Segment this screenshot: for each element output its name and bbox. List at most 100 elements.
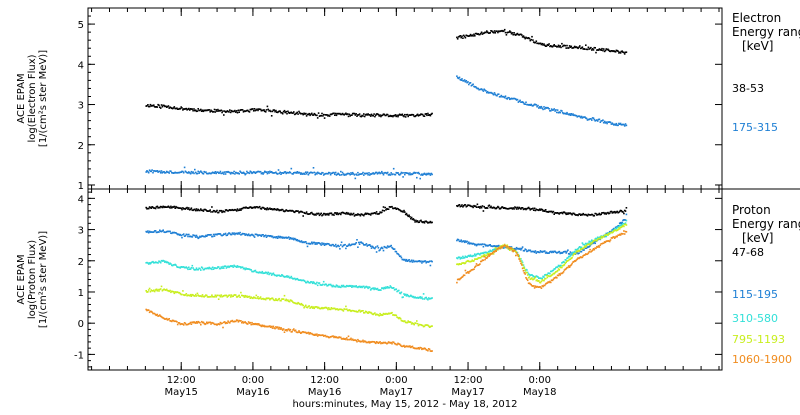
proton-point-4: [200, 323, 202, 326]
proton-point-4: [346, 338, 349, 341]
proton-point-3: [328, 307, 330, 309]
proton-point-3: [398, 317, 400, 320]
electron-point-0: [328, 114, 330, 117]
electron-point-0: [173, 106, 176, 108]
electron-point-0: [582, 48, 584, 50]
proton-point-2: [319, 284, 322, 286]
electron-point-1: [292, 173, 294, 175]
x-tick-date-4: May17: [451, 387, 484, 398]
proton-point-1: [303, 241, 305, 244]
proton-point-1: [329, 244, 332, 247]
proton-point-4: [292, 329, 294, 331]
proton-point-2: [567, 255, 570, 258]
proton-point-3: [330, 307, 333, 309]
proton-point-2: [351, 286, 353, 288]
proton-point-0: [429, 220, 432, 223]
proton-point-3: [169, 289, 171, 292]
proton-point-2: [361, 286, 363, 289]
electron-point-1: [151, 169, 153, 171]
electron-point-1: [386, 171, 389, 174]
electron-point-1: [550, 110, 552, 112]
electron-point-1: [499, 95, 502, 98]
proton-point-0: [460, 205, 462, 207]
proton-point-3: [380, 314, 382, 317]
proton-point-4: [615, 235, 618, 237]
proton-point-1: [214, 233, 217, 236]
proton-point-4: [355, 339, 357, 342]
proton-point-0: [553, 213, 555, 215]
proton-point-3: [522, 266, 525, 269]
proton-point-1: [181, 236, 183, 239]
electron-ylabel-line-2: [1/(cm²s ster MeV)]: [38, 50, 49, 147]
proton-point-4: [595, 247, 597, 250]
proton-point-2: [485, 251, 487, 253]
proton-point-0: [321, 214, 323, 217]
proton-point-2: [195, 267, 198, 269]
electron-point-0: [526, 37, 528, 39]
proton-point-3: [381, 314, 384, 316]
electron-point-0: [171, 107, 174, 110]
electron-point-1: [305, 171, 307, 173]
proton-point-0: [356, 214, 358, 216]
proton-ytick-label-2: 1: [78, 288, 84, 299]
electron-point-1: [267, 171, 269, 173]
electron-point-0: [398, 114, 400, 116]
proton-point-1: [583, 249, 585, 251]
proton-point-3: [211, 295, 214, 298]
electron-point-0: [400, 114, 403, 116]
proton-point-4: [171, 319, 174, 322]
electron-point-0: [167, 105, 170, 107]
proton-point-0: [309, 213, 311, 215]
proton-point-3: [420, 324, 422, 326]
proton-point-1: [369, 244, 371, 246]
proton-point-3: [585, 246, 587, 248]
proton-point-4: [367, 341, 369, 344]
proton-point-3: [270, 298, 272, 300]
electron-point-0: [297, 113, 299, 115]
electron-point-0: [512, 33, 514, 36]
proton-point-2: [386, 287, 388, 289]
electron-point-1: [539, 107, 542, 109]
proton-point-2: [481, 252, 484, 254]
proton-point-3: [566, 260, 568, 262]
electron-point-1: [554, 110, 556, 112]
electron-point-1: [619, 122, 622, 125]
proton-point-3: [303, 306, 305, 309]
electron-point-0: [488, 32, 491, 34]
proton-point-0: [483, 205, 485, 208]
proton-point-1: [488, 244, 491, 246]
proton-point-4: [344, 337, 346, 340]
proton-point-1: [540, 250, 543, 253]
electron-point-1: [339, 174, 341, 176]
proton-point-0: [326, 213, 328, 216]
electron-point-1: [604, 122, 607, 124]
electron-point-0: [238, 111, 240, 113]
electron-point-1: [305, 172, 308, 175]
proton-point-2: [270, 272, 272, 275]
proton-point-3: [583, 246, 585, 249]
electron-point-1: [244, 173, 246, 176]
proton-point-4: [466, 271, 468, 274]
electron-point-1: [593, 118, 596, 121]
proton-point-1: [554, 250, 556, 253]
proton-point-1: [386, 245, 389, 247]
proton-point-4: [480, 260, 483, 263]
proton-point-4: [574, 260, 577, 262]
electron-point-1: [618, 123, 621, 125]
proton-point-0: [420, 219, 422, 222]
proton-point-0: [306, 213, 309, 215]
proton-point-2: [331, 285, 334, 288]
proton-point-1: [400, 256, 403, 259]
proton-point-1: [203, 235, 205, 238]
electron-point-1: [553, 108, 555, 110]
proton-point-3: [519, 257, 521, 260]
proton-point-1: [206, 235, 208, 237]
electron-point-0: [227, 110, 229, 113]
proton-point-4: [165, 318, 167, 320]
proton-point-1: [296, 239, 299, 241]
proton-point-2: [342, 284, 345, 287]
proton-point-0: [518, 206, 520, 209]
electron-point-0: [216, 110, 218, 112]
proton-point-4: [317, 334, 320, 336]
proton-point-2: [581, 242, 584, 244]
